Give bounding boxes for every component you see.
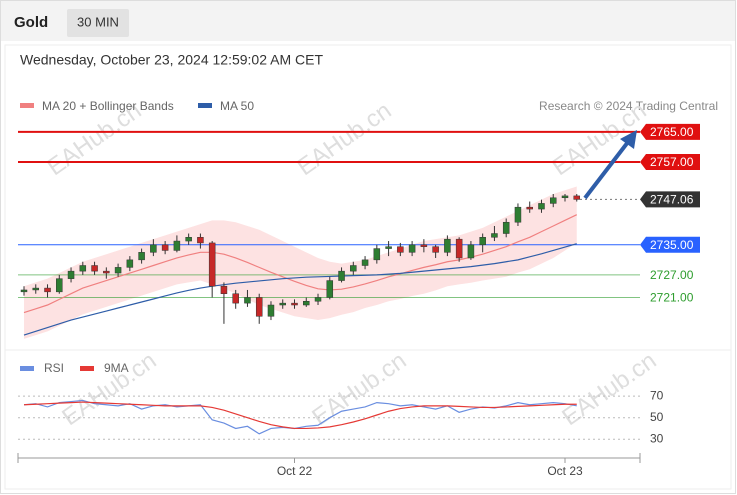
legend-label: 9MA xyxy=(104,361,129,375)
legend-swatch xyxy=(80,366,94,371)
candle-body xyxy=(420,244,428,247)
level-badge xyxy=(640,236,700,253)
candle-body xyxy=(244,297,251,304)
chart-title: Wednesday, October 23, 2024 12:59:02 AM … xyxy=(20,52,323,68)
timeframe[interactable]: 30 MIN xyxy=(77,14,119,29)
level-label: 2727.00 xyxy=(650,268,694,282)
y-tick-label: 50 xyxy=(650,410,664,424)
legend-swatch xyxy=(20,366,34,371)
candle-body xyxy=(526,206,533,210)
candle-body xyxy=(138,252,145,261)
y-tick-label: 70 xyxy=(650,388,664,402)
candle-body xyxy=(103,270,110,274)
legend-label: MA 20 + Bollinger Bands xyxy=(42,99,174,113)
symbol: Gold xyxy=(14,14,48,31)
level-label: 2721.00 xyxy=(650,291,694,305)
candle-body xyxy=(385,246,392,249)
candle-body xyxy=(208,242,216,287)
candle-body xyxy=(444,238,451,253)
candle-body xyxy=(338,270,345,281)
level-label: 2757.00 xyxy=(650,155,694,169)
legend-label: MA 50 xyxy=(220,99,254,113)
candle-body xyxy=(267,304,275,317)
candle-body xyxy=(514,206,522,223)
candle-body xyxy=(549,197,557,204)
candle-body xyxy=(573,195,581,200)
candle-body xyxy=(397,246,404,253)
candle-body xyxy=(255,297,263,317)
candle-body xyxy=(126,259,134,268)
candle-body xyxy=(479,237,486,246)
candle-body xyxy=(303,300,310,306)
candle-body xyxy=(361,259,369,266)
candle-body xyxy=(502,221,510,234)
candle-body xyxy=(114,267,122,274)
level-label: 2747.06 xyxy=(650,193,694,207)
candle-body xyxy=(185,237,192,242)
candle-body xyxy=(32,287,40,291)
candle-body xyxy=(467,244,475,259)
candle-body xyxy=(79,265,87,272)
level-badge xyxy=(640,191,700,208)
candle-body xyxy=(561,195,569,199)
copyright: Research © 2024 Trading Central xyxy=(539,99,718,113)
ma-line xyxy=(23,214,578,314)
level-badge xyxy=(640,154,700,171)
level-label: 2735.00 xyxy=(650,238,694,252)
timeframe-tab[interactable] xyxy=(67,9,129,37)
candle-body xyxy=(56,278,63,293)
legend-label: RSI xyxy=(44,361,64,375)
candle-body xyxy=(197,237,204,244)
candle-body xyxy=(161,244,169,251)
candle-body xyxy=(279,302,286,306)
level-badge xyxy=(640,123,700,140)
y-tick-label: 30 xyxy=(650,431,664,445)
ma-line xyxy=(23,243,577,336)
candle-body xyxy=(150,244,157,253)
bollinger-band xyxy=(24,186,577,339)
candle-body xyxy=(326,280,334,298)
candle-body xyxy=(491,233,498,238)
candle-body xyxy=(220,285,228,294)
x-tick-label: Oct 23 xyxy=(547,464,583,478)
rsi-line xyxy=(23,401,577,430)
candle-body xyxy=(67,270,75,279)
forecast-arrow xyxy=(583,140,630,200)
candle-body xyxy=(44,287,51,293)
candle-body xyxy=(91,265,98,272)
candle-body xyxy=(432,246,439,253)
candle-body xyxy=(291,302,298,306)
candle-body xyxy=(173,240,181,251)
candle-body xyxy=(538,203,545,210)
candle-body xyxy=(373,248,381,261)
x-tick-label: Oct 22 xyxy=(277,464,313,478)
level-label: 2765.00 xyxy=(650,125,694,139)
candle-body xyxy=(408,244,416,253)
candle-body xyxy=(314,297,322,302)
legend-swatch xyxy=(198,103,212,108)
legend-swatch xyxy=(20,103,34,108)
candle-body xyxy=(232,293,239,304)
candle-body xyxy=(20,289,28,293)
forecast-arrowhead xyxy=(620,130,637,149)
candle-body xyxy=(455,238,463,259)
candle-body xyxy=(350,265,357,272)
